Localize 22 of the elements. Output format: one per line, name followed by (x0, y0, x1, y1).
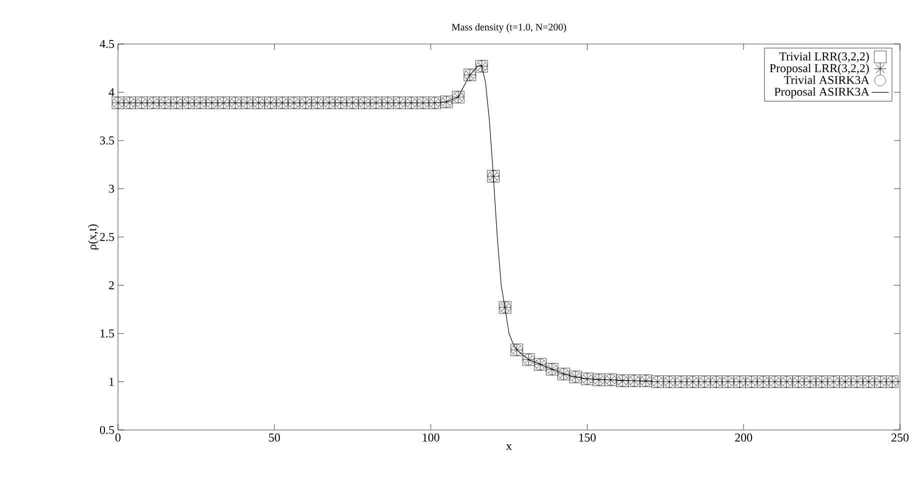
x-tick-label: 100 (422, 434, 440, 442)
y-tick-label: 3.5 (100, 136, 114, 145)
x-tick-label: 50 (269, 434, 280, 442)
x-tick-label: 250 (892, 434, 909, 442)
x-tick-label: 0 (115, 434, 121, 442)
legend-label: Proposal LRR(3,2,2) (770, 64, 869, 75)
y-tick-label: 3 (109, 184, 114, 193)
y-axis-title: ρ(x,t) (88, 224, 99, 250)
y-tick-label: 1.5 (100, 329, 114, 338)
legend-label: Proposal ASIRK3A (774, 87, 870, 98)
y-tick-label: 1 (110, 378, 114, 386)
y-tick-label: 2 (109, 281, 114, 290)
x-tick-label: 200 (735, 434, 752, 442)
y-tick-label: 4 (108, 88, 114, 96)
y-tick-label: 4.5 (100, 40, 114, 48)
x-tick-label: 150 (579, 434, 596, 442)
y-tick-label: 0.5 (100, 426, 114, 434)
legend-label: Trivial LRR(3,2,2) (779, 52, 869, 63)
legend-label: Trivial ASIRK3A (784, 76, 870, 84)
y-tick-label: 2.5 (100, 232, 114, 242)
x-axis-title: x (506, 444, 512, 450)
chart-title: Mass density (t=1.0, N=200) (452, 23, 566, 33)
